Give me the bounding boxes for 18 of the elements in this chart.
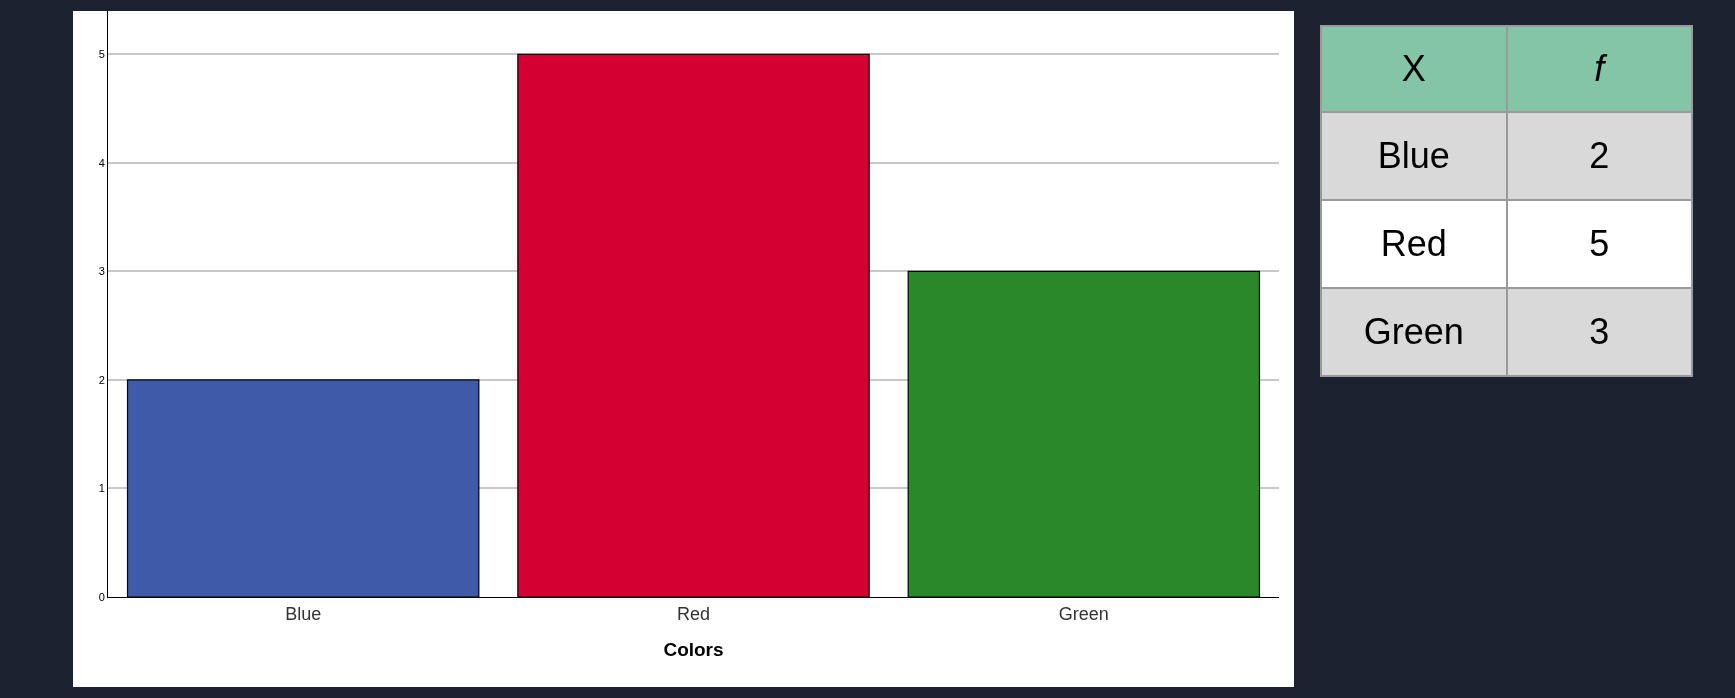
text: 5 (1506, 200, 1692, 288)
y-tick-label: 1 (98, 482, 105, 495)
text: Blue (1321, 112, 1507, 200)
y-tick-label: 0 (98, 590, 105, 603)
x-tick-label: Green (1058, 603, 1109, 624)
text: Green (1321, 288, 1507, 376)
y-tick-label: 4 (98, 156, 105, 169)
x-axis-title: Colors (663, 639, 724, 661)
text: X (1321, 26, 1507, 112)
text: 2 (1506, 112, 1692, 200)
text: f (1506, 26, 1692, 112)
text: Red (1321, 200, 1507, 288)
y-tick-label: 3 (98, 265, 105, 278)
x-tick-label: Red (676, 603, 711, 624)
y-tick-label: 5 (98, 48, 105, 61)
y-tick-label: 2 (98, 373, 105, 386)
x-tick-label: Blue (285, 603, 322, 624)
text: 3 (1506, 288, 1692, 376)
